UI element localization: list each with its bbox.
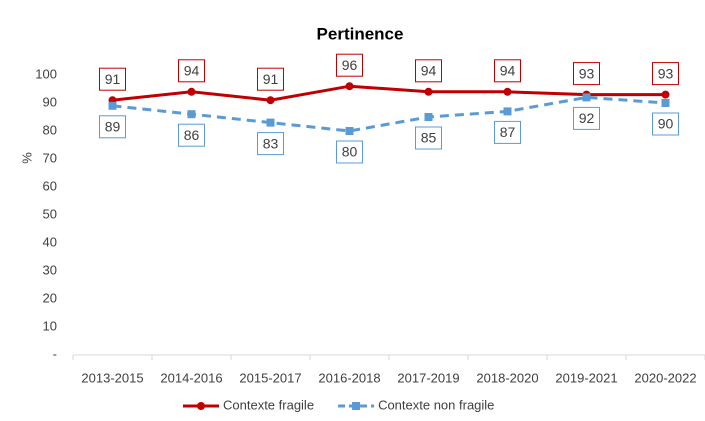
x-tick-label: 2020-2022 [634,370,696,385]
data-label: 94 [184,63,200,79]
data-label: 93 [579,65,595,81]
marker [503,107,512,116]
data-label: 93 [658,65,674,81]
y-tick-label: 10 [43,318,57,333]
x-tick-label: 2019-2021 [555,370,617,385]
marker [266,118,275,127]
data-label: 91 [263,71,279,87]
x-tick-label: 2014-2016 [160,370,222,385]
data-label: 85 [421,130,437,146]
data-label: 94 [500,63,516,79]
y-tick-label: 60 [43,178,57,193]
marker [345,82,354,91]
data-label: 92 [579,110,595,126]
marker [345,127,354,135]
legend-label: Contexte fragile [223,397,314,412]
x-tick-label: 2016-2018 [318,370,380,385]
series-line [112,84,666,102]
data-label: 83 [263,135,279,151]
x-tick-label: 2013-2015 [81,370,143,385]
data-label: 91 [105,71,121,87]
data-label-box [494,120,521,144]
marker [266,96,275,105]
data-label: 87 [500,124,516,140]
y-tick-label: 30 [43,262,57,277]
data-label-box [178,123,205,147]
data-label: 94 [421,63,437,79]
data-label-box [652,62,679,86]
y-tick-label: 80 [43,122,57,137]
marker [661,99,670,107]
y-tick-label: 70 [43,150,57,165]
marker [424,113,433,121]
marker [187,87,196,96]
legend-marker [197,402,205,410]
data-label: 96 [342,57,358,73]
data-label-box [573,62,600,86]
y-tick-label: 40 [43,234,57,249]
marker [582,93,591,102]
data-label: 86 [184,127,200,143]
data-label-box [415,126,442,150]
series-line [112,95,666,133]
y-tick-label: 100 [35,66,57,81]
data-label: 80 [342,144,358,160]
data-label-box [573,106,600,130]
data-label-box [652,112,679,136]
y-axis-label: % [19,152,34,164]
data-label-box [257,67,284,91]
y-tick-label: 90 [43,94,57,109]
data-label-box [336,53,363,77]
y-tick-label: 50 [43,206,57,221]
marker [108,101,117,110]
data-label-box [99,67,126,91]
data-label-box [415,59,442,83]
data-label: 89 [105,119,121,135]
data-label-box [178,59,205,83]
marker [503,87,512,96]
data-label-box [257,132,284,156]
data-label-box [99,115,126,139]
legend-label: Contexte non fragile [378,397,494,412]
marker [187,110,196,119]
data-label-box [336,140,363,164]
data-label: 90 [658,116,674,132]
x-tick-label: 2015-2017 [239,370,301,385]
chart-title: Pertinence [317,24,404,43]
marker [661,90,670,99]
y-tick-label: 20 [43,290,57,305]
marker [424,87,433,96]
x-tick-label: 2017-2019 [397,370,459,385]
data-label-box [494,59,521,83]
legend-marker [352,402,361,410]
x-tick-label: 2018-2020 [476,370,538,385]
y-tick-label: - [53,346,57,361]
